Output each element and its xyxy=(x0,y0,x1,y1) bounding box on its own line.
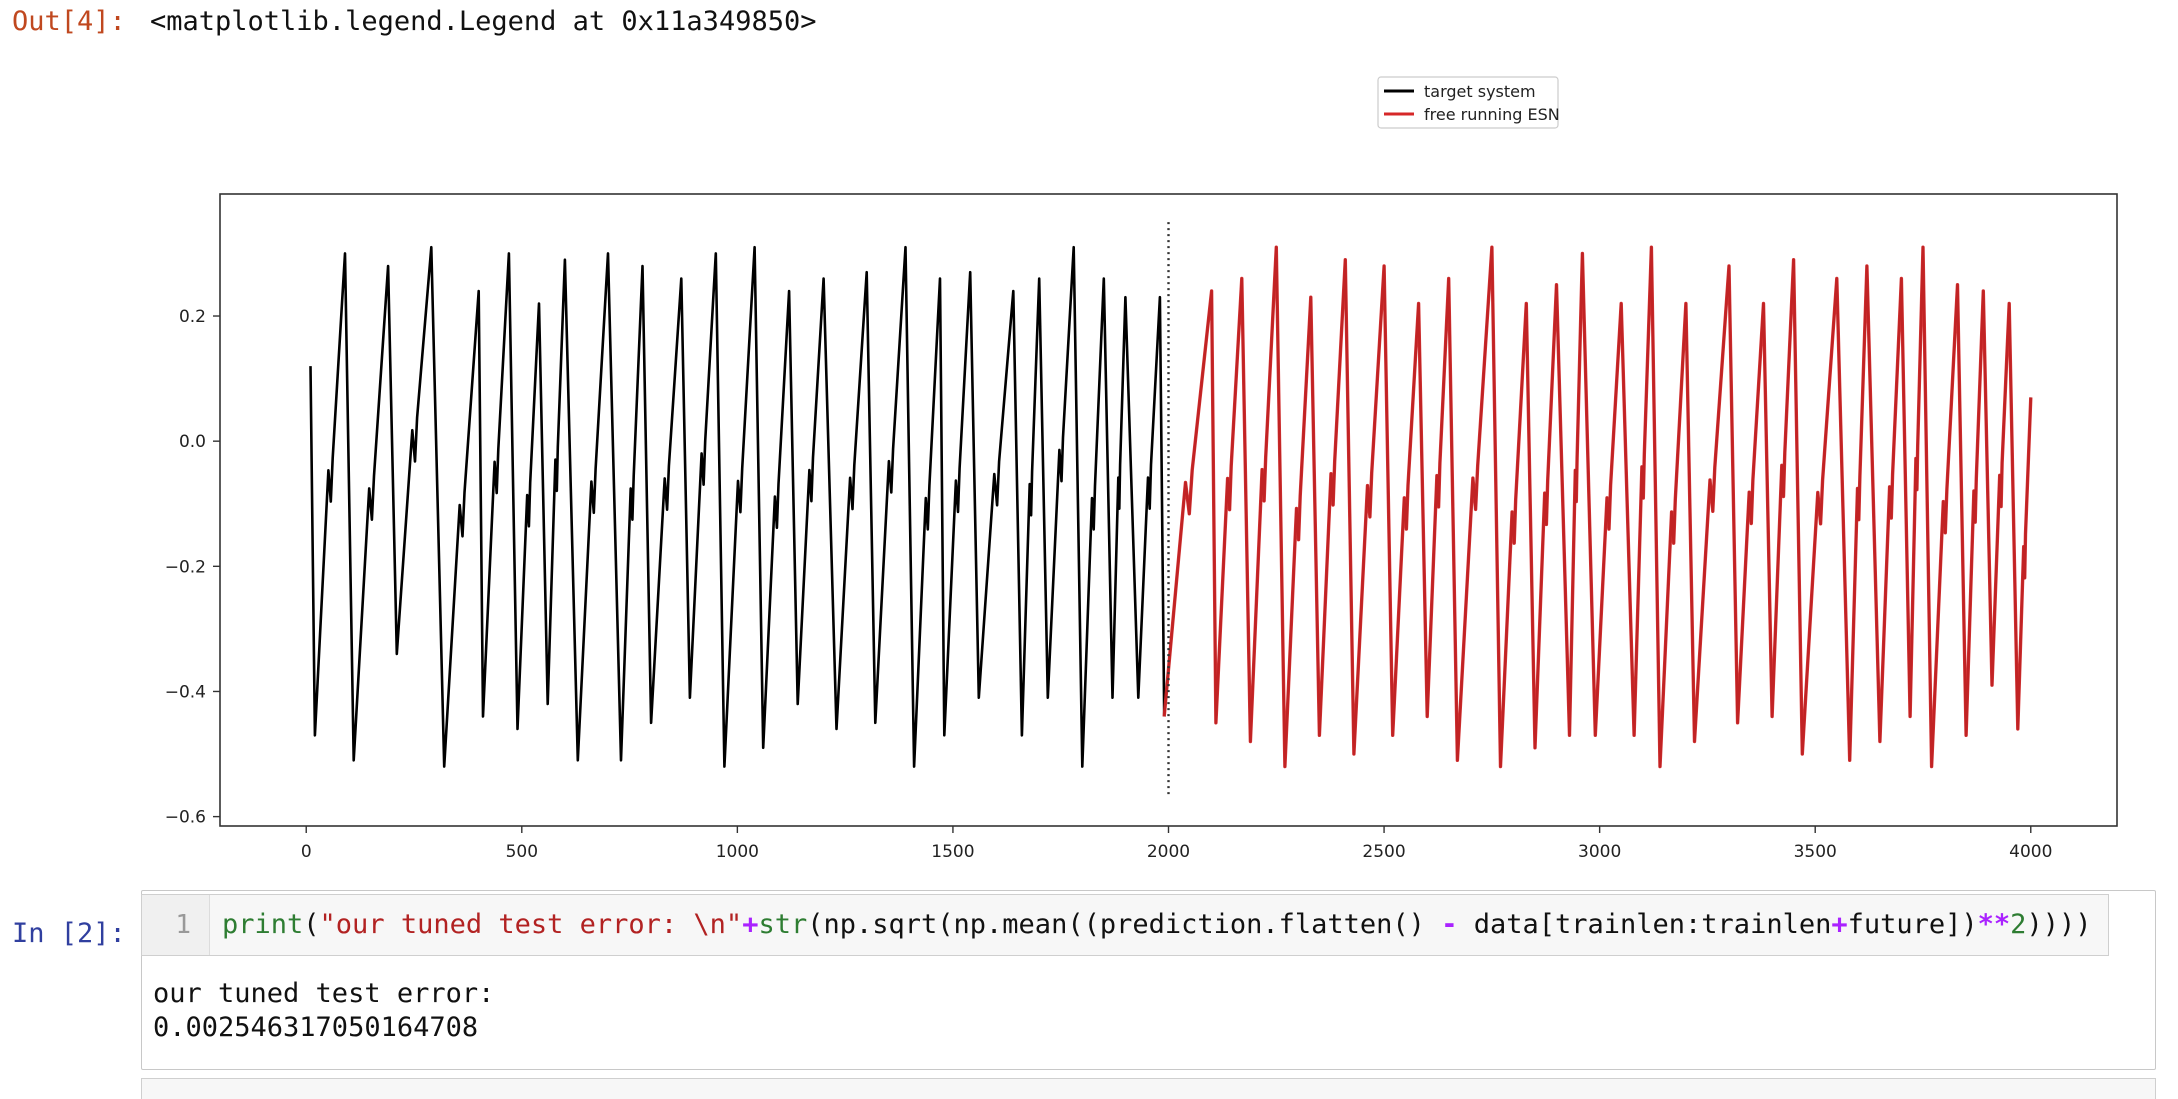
in-prompt: In [2]: xyxy=(12,918,126,949)
y-tick-label: −0.6 xyxy=(165,808,206,828)
x-tick-label: 3500 xyxy=(1794,842,1837,860)
code-token: 2 xyxy=(2010,909,2027,940)
code-token: ( xyxy=(303,909,320,940)
series-line-target-system xyxy=(309,245,1166,768)
x-tick-label: 4000 xyxy=(2009,842,2052,860)
series-lines xyxy=(309,222,2033,798)
x-tick-label: 0 xyxy=(301,842,312,860)
cell-output-line-2: 0.002546317050164708 xyxy=(153,1012,479,1043)
code-token: + xyxy=(1831,909,1848,940)
x-tick-label: 1000 xyxy=(716,842,759,860)
output-text: <matplotlib.legend.Legend at 0x11a349850… xyxy=(150,6,817,37)
y-tick-label: 0.0 xyxy=(179,432,206,452)
legend-label-esn: free running ESN xyxy=(1424,105,1560,124)
y-tick-label: −0.2 xyxy=(165,557,206,577)
out-prompt: Out[4]: xyxy=(12,6,126,37)
x-tick-label: 1500 xyxy=(931,842,974,860)
y-tick-label: 0.2 xyxy=(179,307,206,327)
series-line-free-running-esn xyxy=(1162,245,2033,769)
plot-frame xyxy=(219,193,2118,827)
x-tick-label: 2000 xyxy=(1147,842,1190,860)
x-tick-label: 500 xyxy=(506,842,538,860)
code-editor[interactable]: 1 print("our tuned test error: \n"+str(n… xyxy=(141,894,2109,956)
cell-output-line-1: our tuned test error: xyxy=(153,978,495,1009)
code-token: + xyxy=(742,909,759,940)
legend: target system free running ESN xyxy=(1377,76,1560,129)
legend-box xyxy=(1377,76,1559,129)
code-token: (np.sqrt(np.mean((prediction.flatten() xyxy=(807,909,1442,940)
code-token: )))) xyxy=(2026,909,2092,940)
code-token: data[trainlen:trainlen xyxy=(1457,909,1832,940)
code-token: ** xyxy=(1977,909,2011,940)
x-tick-label: 3000 xyxy=(1578,842,1621,860)
next-code-cell[interactable] xyxy=(141,1078,2156,1099)
y-tick-label: −0.4 xyxy=(165,682,206,702)
code-token: future]) xyxy=(1847,909,1978,940)
code-token: str xyxy=(758,909,808,940)
legend-label-target: target system xyxy=(1424,82,1536,101)
x-tick-label: 2500 xyxy=(1362,842,1405,860)
code-token: print xyxy=(222,909,304,940)
line-chart: 0 500 1000 1500 2000 2500 3000 3500 4000 0.2 0.0 −0… xyxy=(165,76,2118,860)
code-token: "our tuned test error: \n" xyxy=(319,909,743,940)
code-token: - xyxy=(1441,909,1458,940)
line-number: 1 xyxy=(142,895,210,955)
axis-ticks: 0 500 1000 1500 2000 2500 3000 3500 4000 0.2 0.0 −0… xyxy=(165,307,2053,860)
code-line[interactable]: print("our tuned test error: \n"+str(np.… xyxy=(222,895,2091,955)
